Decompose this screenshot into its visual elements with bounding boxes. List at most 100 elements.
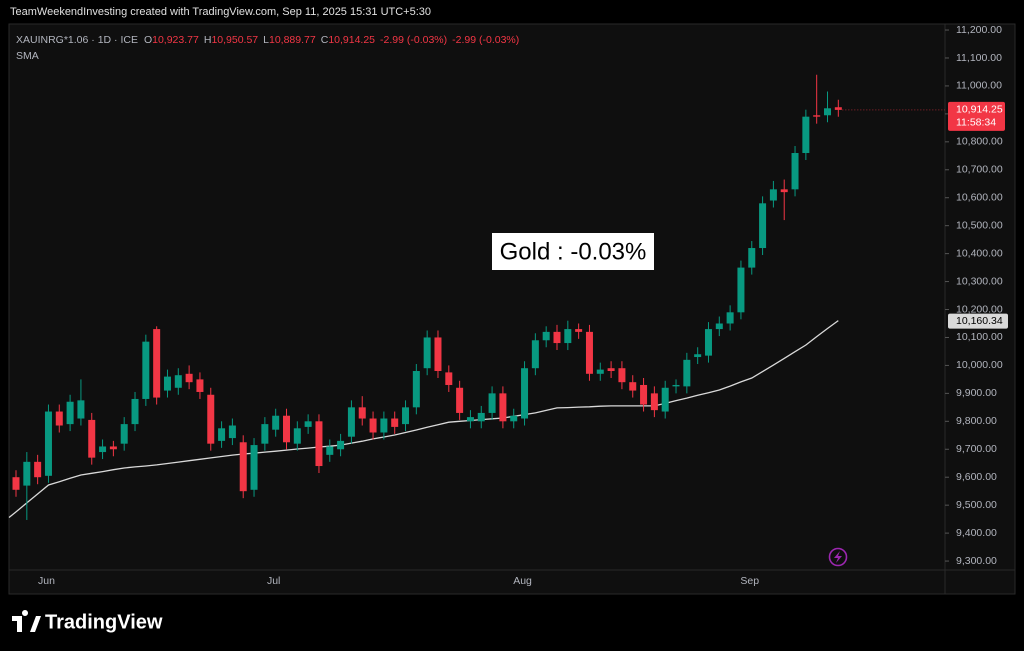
- chart-frame: [8, 23, 1016, 595]
- candle-body: [88, 419, 96, 458]
- y-tick-label: 9,800.00: [956, 415, 997, 427]
- sma-tag-label: 10,160.34: [956, 315, 1003, 327]
- y-tick-label: 11,000.00: [956, 80, 1002, 92]
- logo-mark: [12, 609, 41, 632]
- candle-body: [477, 412, 485, 422]
- candle-body: [553, 331, 561, 344]
- sma-line: [8, 320, 839, 519]
- candle-body: [661, 387, 669, 412]
- ohlc-key: L: [263, 34, 269, 46]
- candle-body: [391, 418, 399, 427]
- y-tick-label: 10,400.00: [956, 247, 1003, 259]
- y-tick-label: 10,200.00: [956, 303, 1003, 315]
- y-tick-label: 9,500.00: [956, 499, 997, 511]
- candle-body: [163, 376, 171, 391]
- ohlc-value: 10,889.77: [269, 34, 316, 46]
- candle-body: [315, 421, 323, 467]
- candle-body: [564, 329, 572, 344]
- alert-icon[interactable]: [828, 547, 848, 567]
- candle-body: [683, 359, 691, 387]
- candle-body: [272, 415, 280, 430]
- y-tick-label: 9,400.00: [956, 527, 997, 539]
- candle-body: [34, 461, 42, 478]
- candle-body: [174, 375, 182, 388]
- candle-body: [66, 401, 74, 425]
- candle-body: [412, 371, 420, 408]
- y-tick-label: 10,800.00: [956, 136, 1003, 148]
- x-tick-label: Sep: [740, 575, 759, 587]
- symbol-legend: XAUINRG*1.06 · 1D · ICE O10,923.77 H10,950…: [16, 34, 519, 46]
- candle-body: [358, 407, 366, 419]
- y-tick-label: 10,100.00: [956, 331, 1003, 343]
- candle-body: [596, 369, 604, 374]
- candle-body: [607, 368, 615, 372]
- candle-body: [239, 442, 247, 492]
- y-tick-label: 9,300.00: [956, 555, 997, 567]
- alert-icon-bolt: [834, 551, 842, 563]
- y-tick-label: 10,300.00: [956, 275, 1003, 287]
- change: -2.99 (-0.03%): [380, 34, 447, 46]
- candle-body: [813, 115, 821, 117]
- candle-body: [12, 477, 20, 490]
- candle-body: [704, 329, 712, 356]
- ohlc-key: C: [321, 34, 329, 46]
- y-tick-label: 10,000.00: [956, 359, 1003, 371]
- candle-body: [748, 248, 756, 268]
- credit: TeamWeekendInvesting created with Tradin…: [10, 6, 431, 18]
- candle-body: [791, 153, 799, 190]
- candle-body: [466, 417, 474, 422]
- candle-body: [347, 407, 355, 437]
- candle-body: [196, 379, 204, 392]
- candle-body: [402, 407, 410, 425]
- candle-body: [618, 368, 626, 383]
- candle-body: [759, 203, 767, 249]
- x-tick-label: Jul: [267, 575, 280, 587]
- candle-body: [131, 398, 139, 425]
- ohlc-key: O: [144, 34, 152, 46]
- candle-body: [283, 415, 290, 443]
- candle-body: [434, 337, 442, 372]
- candle-body: [802, 116, 810, 154]
- symbol: XAUINRG*1.06 · 1D · ICE: [16, 34, 138, 46]
- candle-body: [228, 425, 236, 439]
- candle-body: [44, 411, 52, 476]
- candle-body: [153, 329, 161, 398]
- candle-body: [575, 329, 583, 332]
- annotation-box: [492, 233, 654, 270]
- candle-body: [531, 340, 539, 369]
- change: -2.99 (-0.03%): [452, 34, 519, 46]
- candle-body: [456, 387, 464, 413]
- y-tick-label: 11,200.00: [956, 24, 1002, 36]
- y-tick-label: 10,600.00: [956, 192, 1003, 204]
- last-price-label: 10,914.25: [956, 104, 1003, 116]
- countdown: 11:58:34: [956, 117, 996, 129]
- candle-body: [510, 415, 518, 422]
- candle-body: [77, 400, 85, 419]
- annotation: Gold : -0.03%: [500, 238, 647, 265]
- x-tick-label: Aug: [513, 575, 532, 587]
- candle-body: [488, 393, 496, 413]
- sma-tag: [948, 313, 1008, 329]
- candle-body: [109, 446, 117, 450]
- ohlc-value: 10,914.25: [328, 34, 375, 46]
- candle-body: [769, 189, 777, 201]
- candle-body: [542, 331, 550, 341]
- candle-body: [737, 267, 745, 313]
- candle-body: [380, 418, 388, 433]
- candle-body: [120, 424, 128, 444]
- candle-body: [834, 107, 842, 110]
- sma-legend: SMA: [16, 50, 39, 62]
- y-tick-label: 10,700.00: [956, 164, 1003, 176]
- ohlc-key: H: [204, 34, 212, 46]
- logo: [12, 609, 41, 632]
- last-price-tag: [948, 101, 1005, 131]
- candle-body: [99, 446, 107, 453]
- candle-body: [326, 446, 334, 455]
- candle-body: [521, 368, 529, 419]
- candle-body: [824, 108, 831, 116]
- candle-body: [261, 424, 269, 444]
- candle-body: [694, 354, 702, 358]
- candle-body: [445, 372, 453, 385]
